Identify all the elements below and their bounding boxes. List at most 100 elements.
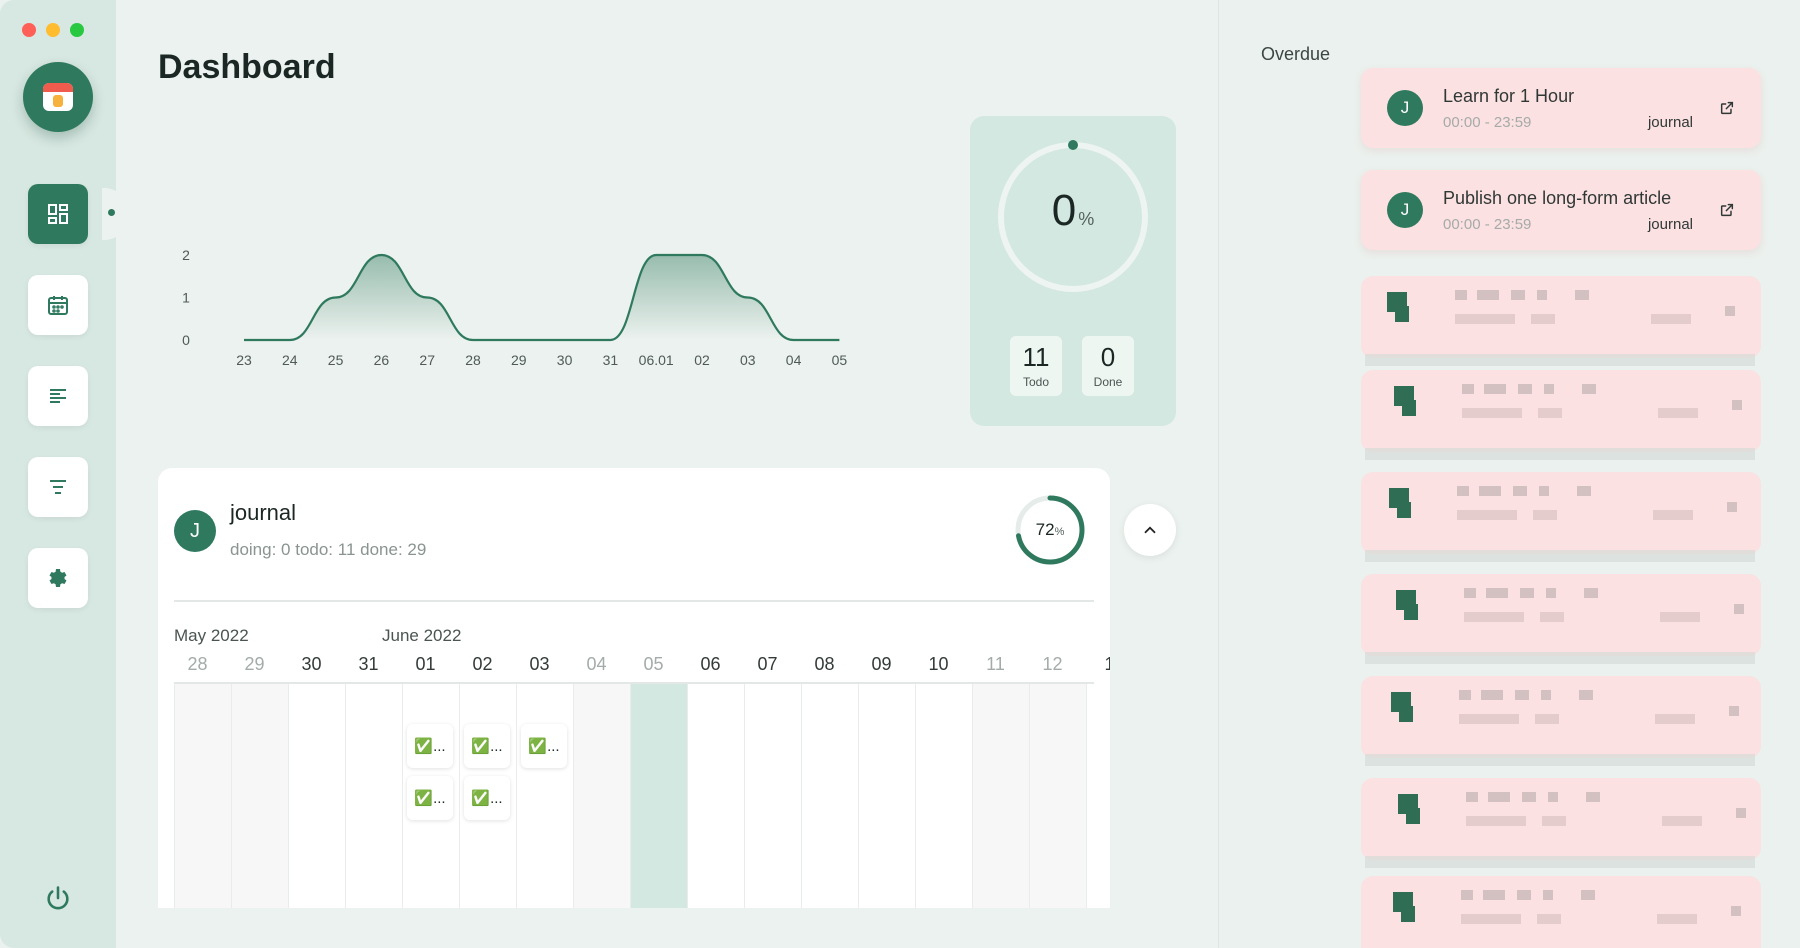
overdue-item[interactable]: J Learn for 1 Hour 00:00 - 23:59 journal [1361,68,1761,148]
redacted-block [1461,914,1521,924]
redacted-shadow [1365,448,1755,460]
power-icon[interactable] [44,884,72,912]
redacted-block [1581,890,1595,900]
divider [174,600,1094,602]
redacted-block [1531,314,1555,324]
day-column[interactable] [687,684,744,908]
day-column[interactable] [288,684,345,908]
y-tick-label: 0 [182,332,190,348]
day-column[interactable] [516,684,573,908]
day-column[interactable] [345,684,402,908]
x-tick-label: 30 [557,352,573,368]
day-column[interactable] [858,684,915,908]
sidebar-item-calendar[interactable] [28,275,88,335]
month-label-may: May 2022 [174,626,249,645]
minimize-window-button[interactable] [46,23,60,37]
overdue-item-redacted[interactable] [1361,778,1761,860]
day-header: 04 [586,654,607,674]
x-tick-label: 24 [282,352,298,368]
collapse-button[interactable] [1124,504,1176,556]
day-column[interactable] [402,684,459,908]
external-link-icon[interactable] [1719,100,1735,116]
overdue-item-redacted[interactable] [1361,574,1761,656]
day-header: 30 [301,654,322,674]
overdue-item[interactable]: J Publish one long-form article 00:00 - … [1361,170,1761,250]
project-progress-value: 72 [1035,520,1055,539]
day-header: 31 [358,654,379,674]
day-header: 11 [986,654,1005,674]
redacted-block [1734,604,1744,614]
redacted-block [1586,792,1600,802]
overdue-item-redacted[interactable] [1361,676,1761,758]
project-progress-ring [1015,495,1085,565]
x-tick-label: 31 [603,352,619,368]
close-window-button[interactable] [22,23,36,37]
redacted-block [1575,290,1589,300]
day-column[interactable] [459,684,516,908]
redacted-block [1533,510,1557,520]
project-progress-text: 72% [1014,520,1086,540]
overdue-item-redacted[interactable] [1361,370,1761,452]
app-logo [23,62,93,132]
done-counter: 0 Done [1082,336,1134,396]
active-nav-dot [108,209,115,216]
overdue-item-tag[interactable]: journal [1647,216,1693,233]
day-column[interactable] [1029,684,1086,908]
overdue-item-redacted[interactable] [1361,276,1761,358]
sidebar-item-settings[interactable] [28,548,88,608]
redacted-block [1657,914,1697,924]
redacted-block [1653,510,1693,520]
task-chip[interactable]: ✅... [407,776,453,820]
redacted-block [1401,906,1415,922]
overdue-item-redacted[interactable] [1361,876,1761,948]
completion-card: 0% 11 Todo 0 Done [970,116,1176,426]
redacted-block [1727,502,1737,512]
task-chip[interactable]: ✅... [464,724,510,768]
day-column[interactable] [174,684,231,908]
sidebar-item-outline[interactable] [28,457,88,517]
redacted-block [1477,290,1499,300]
project-card[interactable]: J journal doing: 0 todo: 11 done: 29 72%… [158,468,1110,908]
redacted-block [1457,510,1517,520]
day-column[interactable] [744,684,801,908]
external-link-icon[interactable] [1719,202,1735,218]
redacted-block [1511,290,1525,300]
task-chip[interactable]: ✅... [464,776,510,820]
x-tick-label: 26 [374,352,390,368]
redacted-block [1658,408,1698,418]
align-center-icon [50,480,66,494]
redacted-block [1517,890,1531,900]
day-header: 28 [187,654,208,674]
overdue-item-tag[interactable]: journal [1647,114,1693,131]
redacted-block [1406,808,1420,824]
redacted-block [1404,604,1418,620]
overdue-item-avatar: J [1387,90,1423,126]
sidebar-item-list[interactable] [28,366,88,426]
page-title: Dashboard [158,48,336,86]
project-name[interactable]: journal [230,500,297,525]
redacted-block [1548,792,1558,802]
day-column[interactable] [1086,684,1110,908]
overdue-item-redacted[interactable] [1361,472,1761,554]
redacted-block [1539,486,1549,496]
day-column[interactable] [630,684,687,908]
redacted-block [1651,314,1691,324]
task-chip[interactable]: ✅... [407,724,453,768]
calendar-icon [48,296,68,315]
x-tick-label: 29 [511,352,527,368]
day-column[interactable] [801,684,858,908]
day-column[interactable] [231,684,288,908]
redacted-block [1535,714,1559,724]
redacted-block [1655,714,1695,724]
task-chip[interactable]: ✅... [521,724,567,768]
gear-icon [49,569,67,587]
overdue-panel: Overdue J Learn for 1 Hour 00:00 - 23:59… [1218,0,1800,948]
day-column[interactable] [573,684,630,908]
redacted-block [1466,792,1478,802]
day-header: 29 [244,654,265,674]
zoom-window-button[interactable] [70,23,84,37]
day-column[interactable] [915,684,972,908]
sidebar-item-dashboard[interactable] [28,184,88,244]
day-column[interactable] [972,684,1029,908]
